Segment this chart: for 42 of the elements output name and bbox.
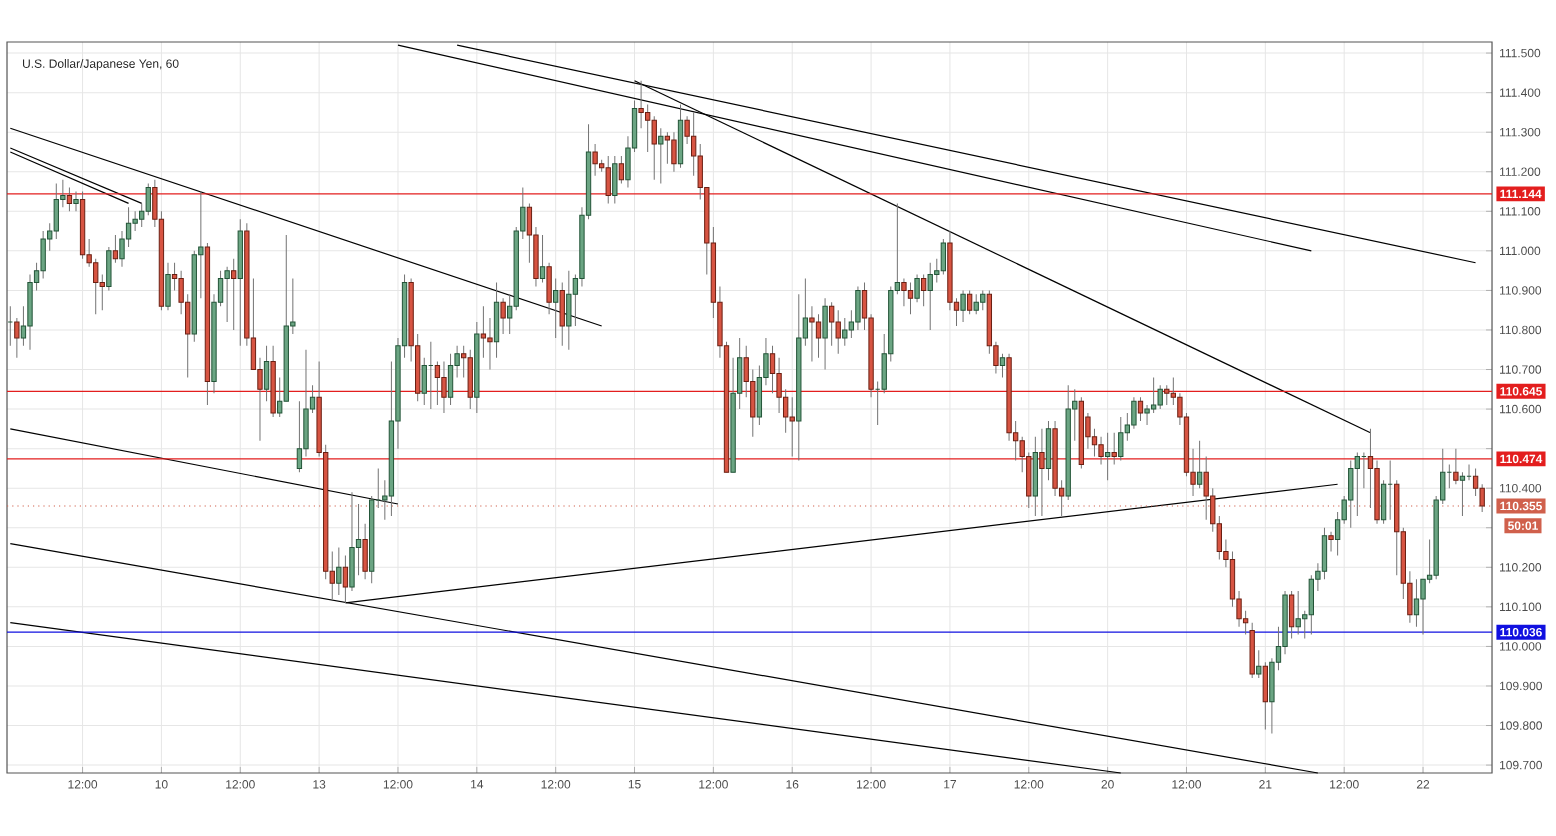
x-tick-label: 12:00 xyxy=(1330,780,1359,789)
x-tick-label: 17 xyxy=(944,780,957,789)
ref-line-label: 110.474 xyxy=(1500,454,1543,464)
x-tick-label: 22 xyxy=(1416,780,1430,789)
x-tick-label: 12:00 xyxy=(541,780,571,789)
y-tick-label: 109.700 xyxy=(1500,760,1542,770)
y-tick-label: 110.800 xyxy=(1500,325,1542,335)
y-tick-label: 110.900 xyxy=(1500,286,1542,295)
y-tick-label: 110.600 xyxy=(1500,404,1542,414)
y-tick-label: 110.700 xyxy=(1500,365,1542,374)
x-tick-label: 12:00 xyxy=(383,780,413,789)
ref-line-label: 111.144 xyxy=(1500,189,1542,199)
y-tick-label: 111.500 xyxy=(1500,48,1541,58)
y-tick-label: 111.200 xyxy=(1500,167,1541,176)
x-tick-label: 12:00 xyxy=(68,780,98,789)
y-tick-label: 110.400 xyxy=(1500,483,1542,493)
x-tick-label: 21 xyxy=(1259,780,1272,789)
x-tick-label: 16 xyxy=(786,780,799,789)
y-tick-label: 109.800 xyxy=(1500,721,1542,730)
ref-line-label: 110.645 xyxy=(1500,387,1542,396)
x-tick-label: 20 xyxy=(1101,780,1114,789)
x-tick-label: 12:00 xyxy=(226,780,255,789)
y-tick-label: 110.000 xyxy=(1500,642,1542,651)
y-tick-label: 111.100 xyxy=(1500,207,1541,216)
y-tick-label: 110.200 xyxy=(1500,563,1542,572)
text: 50:01 xyxy=(1508,521,1538,530)
ref-line-label: 110.036 xyxy=(1500,627,1542,637)
y-tick-label: 109.900 xyxy=(1500,681,1542,691)
x-tick-label: 14 xyxy=(471,780,484,789)
x-tick-label: 12:00 xyxy=(1172,780,1202,789)
y-tick-label: 111.300 xyxy=(1500,127,1541,137)
x-tick-label: 12:00 xyxy=(1014,780,1044,789)
y-tick-label: 110.100 xyxy=(1500,602,1542,612)
x-tick-label: 12:00 xyxy=(856,780,886,789)
x-tick-label: 12:00 xyxy=(699,780,728,789)
text: U.S. Dollar/Japanese Yen, 60 xyxy=(23,59,179,71)
x-tick-label: 10 xyxy=(155,780,168,789)
x-tick-label: 13 xyxy=(313,780,326,789)
ref-line-label: 110.355 xyxy=(1500,501,1542,511)
y-tick-label: 111.000 xyxy=(1500,246,1541,256)
y-tick-label: 111.400 xyxy=(1500,88,1541,97)
x-tick-label: 15 xyxy=(628,780,641,789)
